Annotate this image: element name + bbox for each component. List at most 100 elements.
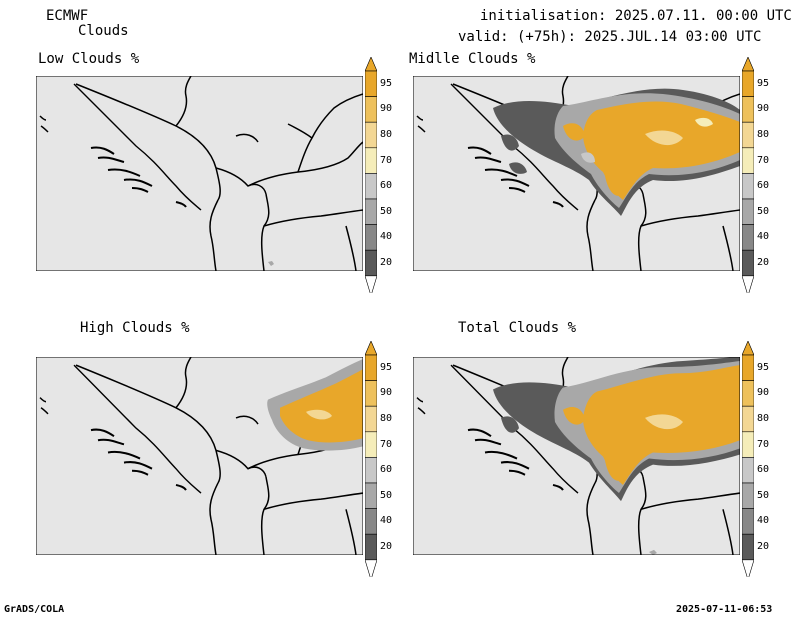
colorbar-tick-label: 50 bbox=[757, 489, 770, 501]
colorbar-top-left: 95 90 80 70 60 50 40 20 bbox=[364, 56, 401, 297]
colorbar-tick-label: 95 bbox=[757, 77, 770, 89]
colorbar-swatch bbox=[741, 96, 755, 123]
cloud-patch bbox=[268, 261, 274, 266]
colorbar-swatch bbox=[741, 405, 755, 433]
colorbar-swatch bbox=[364, 405, 378, 433]
colorbar-tick-label: 50 bbox=[380, 489, 393, 501]
colorbar-tick-label: 20 bbox=[380, 541, 393, 552]
valid-time: valid: (+75h): 2025.JUL.14 03:00 UTC bbox=[458, 29, 762, 45]
colorbar-tick-label: 80 bbox=[757, 413, 770, 424]
colorbar-swatch bbox=[364, 121, 378, 149]
colorbar-tick-label: 70 bbox=[757, 438, 770, 450]
colorbar-bottom-left: 95 90 80 70 60 50 40 20 bbox=[364, 340, 401, 581]
panel-title-high-clouds: High Clouds % bbox=[80, 320, 190, 336]
colorbar-tick-label: 80 bbox=[380, 129, 393, 140]
colorbar-tick-label: 95 bbox=[757, 361, 770, 373]
colorbar-tick-label: 90 bbox=[380, 387, 393, 399]
colorbar-swatch bbox=[364, 224, 378, 251]
colorbar-tick-label: 40 bbox=[380, 231, 393, 243]
footer-timestamp: 2025-07-11-06:53 bbox=[676, 604, 773, 615]
colorbar-tick-label: 70 bbox=[757, 154, 770, 166]
colorbar-swatch bbox=[741, 508, 755, 535]
colorbar-swatch bbox=[364, 173, 378, 200]
colorbar-tick-label: 60 bbox=[380, 464, 393, 476]
colorbar-swatch bbox=[364, 380, 378, 407]
colorbar-swatch bbox=[741, 147, 755, 174]
colorbar-swatch bbox=[741, 380, 755, 407]
colorbar-swatch bbox=[741, 224, 755, 251]
product-name: Clouds bbox=[78, 23, 129, 39]
map-panel-total-clouds bbox=[413, 357, 740, 555]
map-panel-low-clouds bbox=[36, 76, 363, 271]
colorbar-over-arrow bbox=[364, 340, 378, 356]
colorbar-swatch bbox=[364, 533, 378, 561]
colorbar-tick-label: 60 bbox=[757, 464, 770, 476]
colorbar-tick-label: 50 bbox=[757, 205, 770, 217]
colorbar-swatches bbox=[364, 340, 378, 581]
cloud-field-total bbox=[493, 357, 740, 555]
colorbar-swatch bbox=[741, 457, 755, 484]
colorbar-tick-label: 60 bbox=[757, 180, 770, 192]
map-middle-clouds bbox=[413, 76, 740, 271]
colorbar-swatch bbox=[364, 198, 378, 225]
colorbar-swatch bbox=[741, 198, 755, 225]
initialisation-time: initialisation: 2025.07.11. 00:00 UTC bbox=[480, 8, 792, 24]
colorbar-swatch bbox=[364, 96, 378, 123]
cloud-field-middle bbox=[493, 88, 740, 216]
panel-title-middle-clouds: Midlle Clouds % bbox=[409, 51, 536, 67]
panel-title-total-clouds: Total Clouds % bbox=[458, 320, 577, 336]
map-low-clouds bbox=[36, 76, 363, 271]
colorbar-tick-label: 20 bbox=[757, 257, 770, 268]
colorbar-swatch bbox=[741, 173, 755, 200]
colorbar-tick-label: 70 bbox=[380, 154, 393, 166]
colorbar-tick-label: 40 bbox=[757, 231, 770, 243]
colorbar-tick-label: 60 bbox=[380, 180, 393, 192]
colorbar-swatch bbox=[741, 354, 755, 381]
colorbar-over-arrow bbox=[364, 56, 378, 72]
colorbar-under-arrow bbox=[741, 275, 755, 297]
colorbar-swatch bbox=[364, 508, 378, 535]
colorbar-swatch bbox=[741, 482, 755, 509]
colorbar-top-right: 95 90 80 70 60 50 40 20 bbox=[741, 56, 778, 297]
colorbar-over-arrow bbox=[741, 340, 755, 356]
panel-title-low-clouds: Low Clouds % bbox=[38, 51, 140, 67]
colorbar-over-arrow bbox=[741, 56, 755, 72]
colorbar-tick-label: 20 bbox=[757, 541, 770, 552]
colorbar-swatch bbox=[741, 249, 755, 277]
colorbar-swatch bbox=[364, 431, 378, 458]
colorbar-tick-label: 90 bbox=[757, 387, 770, 399]
colorbar-swatch bbox=[364, 482, 378, 509]
colorbar-tick-label: 95 bbox=[380, 361, 393, 373]
colorbar-swatch bbox=[741, 121, 755, 149]
cloud-field-high bbox=[267, 359, 363, 451]
map-high-clouds bbox=[36, 357, 363, 555]
map-panel-middle-clouds bbox=[413, 76, 740, 271]
colorbar-under-arrow bbox=[364, 559, 378, 581]
footer-software: GrADS/COLA bbox=[4, 604, 65, 615]
map-panel-high-clouds bbox=[36, 357, 363, 555]
colorbar-tick-label: 50 bbox=[380, 205, 393, 217]
model-name: ECMWF bbox=[46, 8, 89, 24]
colorbar-tick-label: 95 bbox=[380, 77, 393, 89]
colorbar-tick-label: 80 bbox=[757, 129, 770, 140]
colorbar-swatches bbox=[741, 340, 755, 581]
colorbar-swatch bbox=[364, 147, 378, 174]
colorbar-swatches bbox=[741, 56, 755, 297]
colorbar-tick-label: 80 bbox=[380, 413, 393, 424]
colorbar-swatch bbox=[364, 354, 378, 381]
map-total-clouds bbox=[413, 357, 740, 555]
colorbar-under-arrow bbox=[741, 559, 755, 581]
colorbar-tick-label: 90 bbox=[757, 103, 770, 115]
colorbar-swatch bbox=[741, 70, 755, 97]
colorbar-tick-label: 40 bbox=[757, 515, 770, 527]
colorbar-swatch bbox=[364, 70, 378, 97]
colorbar-swatch bbox=[364, 457, 378, 484]
colorbar-tick-label: 40 bbox=[380, 515, 393, 527]
colorbar-tick-label: 70 bbox=[380, 438, 393, 450]
colorbar-swatch bbox=[741, 431, 755, 458]
colorbar-under-arrow bbox=[364, 275, 378, 297]
colorbar-swatches bbox=[364, 56, 378, 297]
colorbar-tick-label: 90 bbox=[380, 103, 393, 115]
colorbar-bottom-right: 95 90 80 70 60 50 40 20 bbox=[741, 340, 778, 581]
colorbar-tick-label: 20 bbox=[380, 257, 393, 268]
